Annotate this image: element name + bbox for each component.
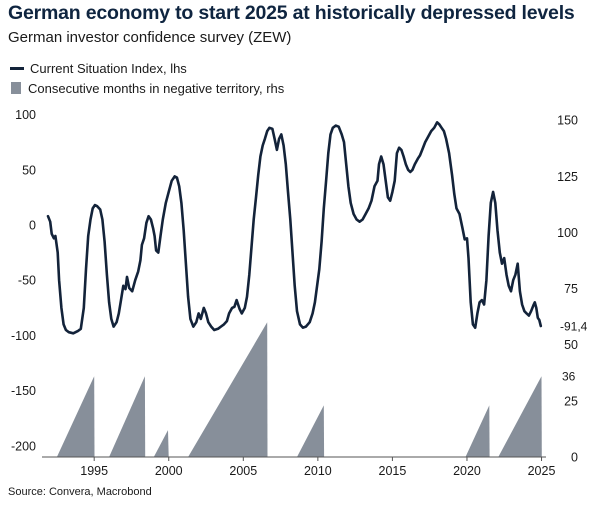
area-wedge-2: [109, 376, 146, 457]
last-value-annotation: -91,4: [560, 319, 588, 333]
source-note: Source: Convera, Macrobond: [8, 486, 152, 498]
chart-subtitle: German investor confidence survey (ZEW): [8, 29, 292, 46]
legend-label-area: Consecutive months in negative territory…: [28, 80, 285, 96]
area-wedge-7: [498, 376, 542, 457]
y-right-tick-label-150: 150: [557, 114, 578, 128]
area-wedge-5: [297, 405, 325, 457]
y-left-tick-label-50: 50: [22, 163, 36, 177]
legend-label-line: Current Situation Index, lhs: [30, 60, 187, 76]
y-right-tick-label-75: 75: [564, 282, 578, 296]
y-left-tick-label--200: -200: [11, 439, 36, 453]
y-left-tick-label--100: -100: [11, 329, 36, 343]
y-right-tick-label-25: 25: [564, 394, 578, 408]
area-wedge-4: [188, 322, 268, 457]
y-right-tick-label-100: 100: [557, 226, 578, 240]
area-wedge-3: [153, 430, 169, 457]
legend-item-area: Consecutive months in negative territory…: [8, 78, 284, 98]
y-left-tick-label-0: 0: [29, 219, 36, 233]
legend: Current Situation Index, lhs Consecutive…: [8, 58, 284, 98]
legend-line-swatch: [10, 66, 24, 70]
x-tick-label-2020: 2020: [453, 464, 481, 478]
current-situation-line: [46, 121, 543, 335]
area-series-group: [56, 322, 542, 457]
y-left-tick-label-100: 100: [15, 108, 36, 122]
legend-item-line: Current Situation Index, lhs: [8, 58, 284, 78]
y-left-tick-label--150: -150: [11, 384, 36, 398]
y-right-tick-label-125: 125: [557, 170, 578, 184]
y-right-tick-label-50: 50: [564, 338, 578, 352]
x-tick-label-2005: 2005: [229, 464, 257, 478]
area-wedge-6: [465, 405, 490, 457]
axes-group: 1995 2000 2005 2010 2015 2020 2025 100 50 0 -50 -10…: [11, 108, 588, 478]
chart-title: German economy to start 2025 at historic…: [8, 2, 575, 24]
x-tick-label-2015: 2015: [379, 464, 407, 478]
x-tick-label-2010: 2010: [304, 464, 332, 478]
area-wedge-1: [56, 376, 95, 457]
legend-area-swatch: [11, 82, 21, 94]
line-series-group: [46, 121, 543, 335]
y-right-tick-label-0: 0: [571, 451, 578, 465]
x-tick-label-1995: 1995: [80, 464, 108, 478]
x-tick-label-2025: 2025: [528, 464, 556, 478]
y-left-tick-label--50: -50: [18, 274, 36, 288]
last-months-annotation: 36: [562, 370, 576, 384]
x-tick-label-2000: 2000: [155, 464, 183, 478]
